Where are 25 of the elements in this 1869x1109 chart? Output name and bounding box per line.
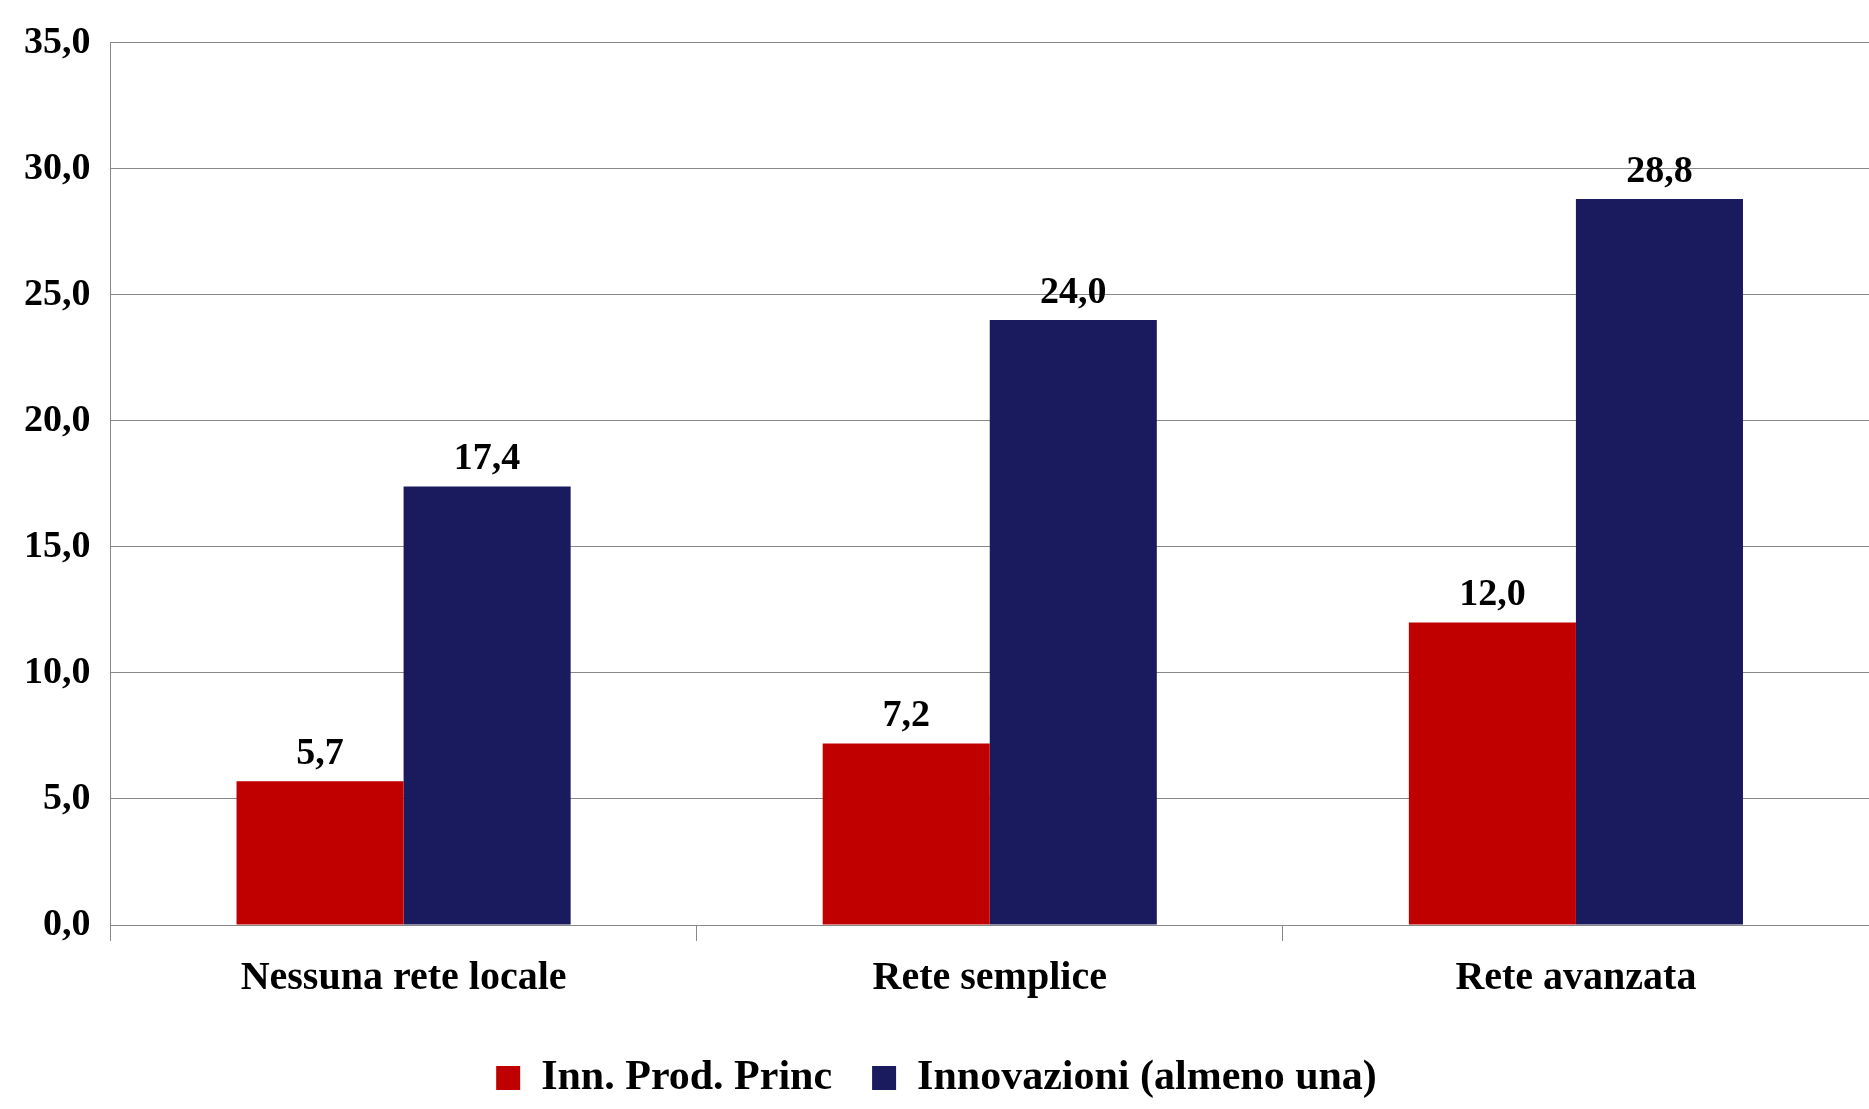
bar [989,320,1157,925]
data-label: 24,0 [1040,268,1107,311]
data-label: 5,7 [296,730,344,773]
y-tick-label: 15,0 [24,522,91,565]
legend-label: Innovazioni (almeno una) [917,1051,1377,1099]
data-label: 7,2 [882,692,930,735]
y-tick-label: 10,0 [24,648,91,691]
bar [822,743,990,925]
y-tick-label: 5,0 [43,774,91,817]
y-tick-label: 30,0 [24,144,91,187]
bar [403,486,571,925]
data-label: 12,0 [1459,571,1526,614]
bar [236,781,404,925]
y-tick-label: 25,0 [24,270,91,313]
bar [1408,622,1576,925]
x-tick-label: Nessuna rete locale [240,953,567,999]
bar [1575,199,1743,925]
data-label: 28,8 [1626,147,1693,190]
x-tick-label: Rete semplice [872,953,1107,999]
y-tick-label: 35,0 [24,18,91,61]
x-tick-label: Rete avanzata [1455,953,1697,999]
legend-label: Inn. Prod. Princ [541,1051,833,1098]
y-tick-label: 20,0 [24,396,91,439]
data-label: 17,4 [453,435,521,478]
y-tick-label: 0,0 [43,900,91,943]
